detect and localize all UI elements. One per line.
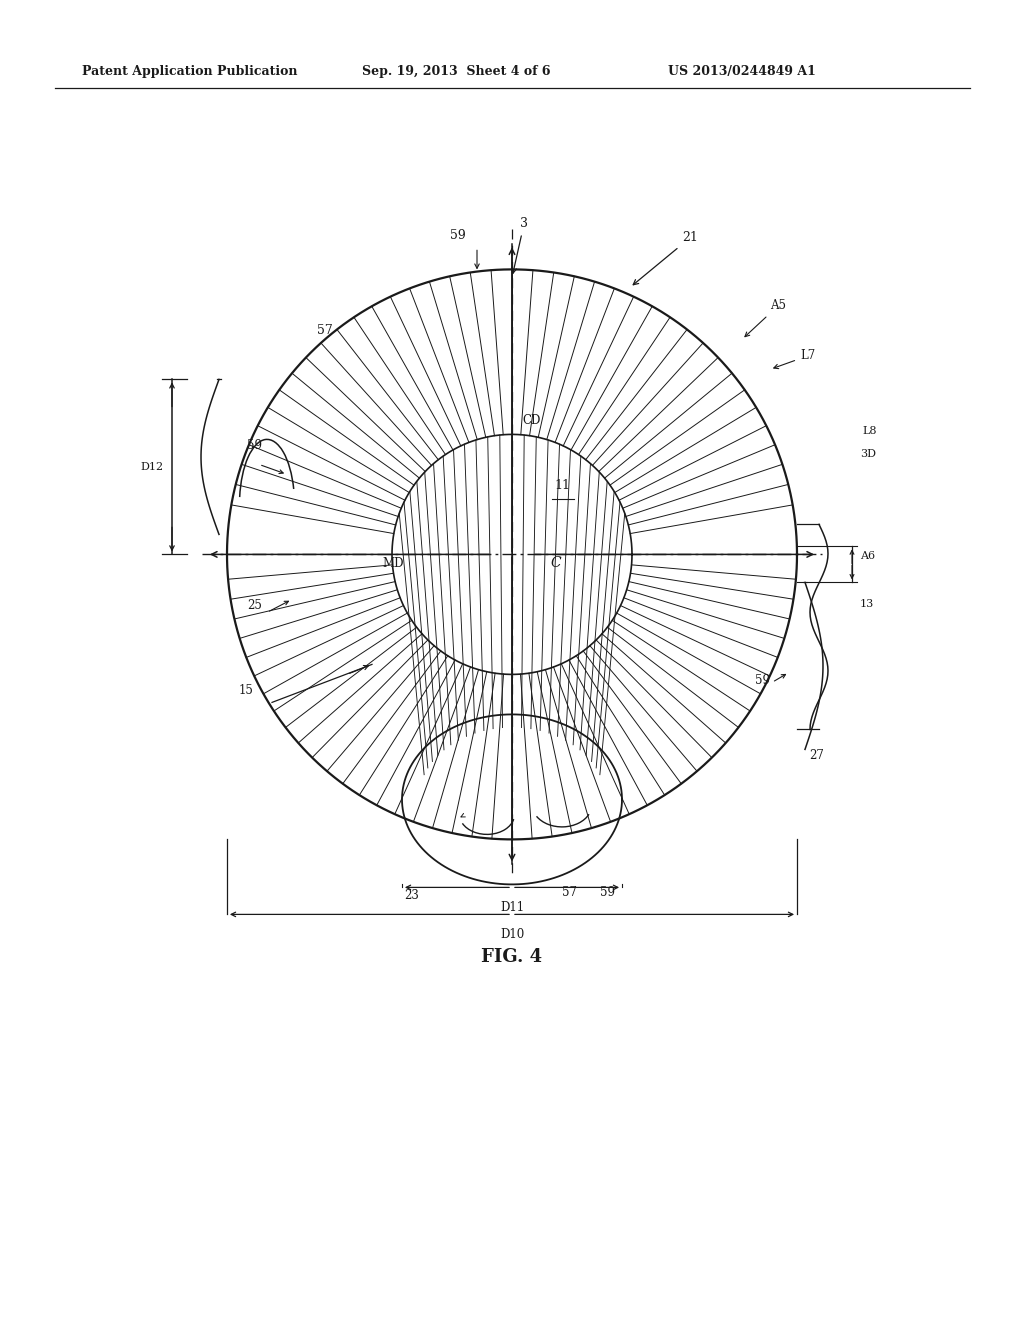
Text: 57: 57 (317, 325, 333, 338)
Text: D11: D11 (500, 902, 524, 915)
Text: 11: 11 (554, 479, 570, 492)
Text: 57: 57 (562, 887, 577, 899)
Text: CD: CD (522, 414, 541, 428)
Text: 59: 59 (247, 440, 262, 453)
Text: A6: A6 (860, 552, 876, 561)
Text: 15: 15 (239, 684, 254, 697)
Text: Patent Application Publication: Patent Application Publication (82, 66, 298, 78)
Text: 3D: 3D (860, 449, 876, 459)
Text: US 2013/0244849 A1: US 2013/0244849 A1 (668, 66, 816, 78)
Text: 3: 3 (512, 218, 528, 273)
Text: 27: 27 (809, 750, 824, 763)
Text: 21: 21 (633, 231, 698, 285)
Text: 59: 59 (450, 230, 466, 243)
Text: 23: 23 (404, 890, 419, 903)
Text: FIG. 4: FIG. 4 (481, 948, 543, 966)
Text: C: C (550, 557, 560, 570)
Text: D10: D10 (500, 928, 524, 941)
Text: D12: D12 (141, 462, 164, 471)
Text: 25: 25 (247, 599, 262, 612)
Text: 59: 59 (755, 675, 770, 688)
Text: 59: 59 (600, 887, 615, 899)
Text: L8: L8 (862, 426, 877, 437)
Text: Sep. 19, 2013  Sheet 4 of 6: Sep. 19, 2013 Sheet 4 of 6 (362, 66, 551, 78)
Text: A5: A5 (744, 300, 786, 337)
Text: MD: MD (382, 557, 403, 570)
Text: L7: L7 (774, 350, 815, 368)
Text: 13: 13 (860, 599, 874, 610)
